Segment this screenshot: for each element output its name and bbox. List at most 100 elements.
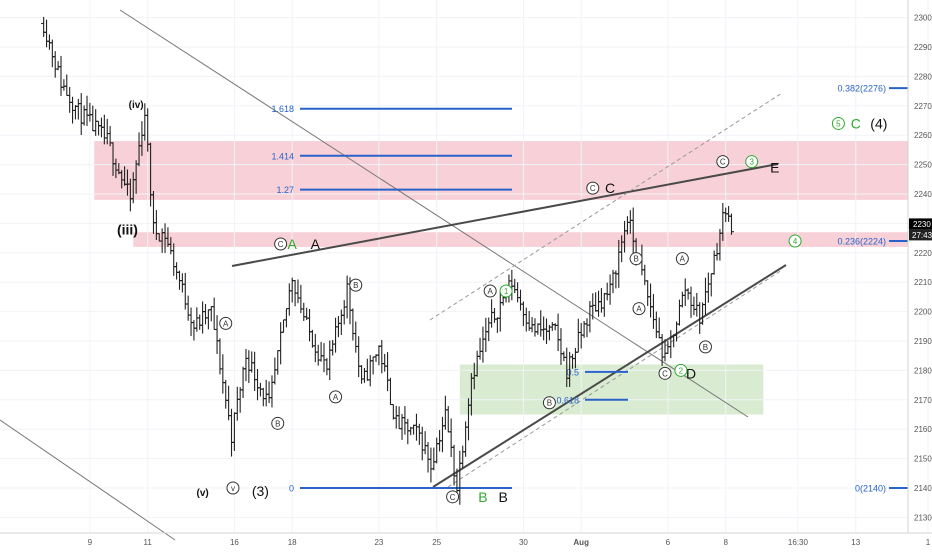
ohlc-bar [81, 105, 87, 126]
ohlc-bar [376, 345, 382, 366]
ohlc-bar [405, 418, 411, 445]
ohlc-bar [483, 317, 489, 353]
ohlc-bar [578, 323, 584, 349]
svg-text:C: C [662, 369, 668, 378]
ohlc-bar [93, 109, 99, 136]
wave-label: (v) [196, 488, 208, 499]
ohlc-bar [359, 365, 365, 384]
ohlc-bar [676, 299, 682, 326]
ohlc-bar [691, 296, 697, 316]
wave-label: B [498, 489, 507, 505]
channel-line-lower-left [0, 419, 176, 541]
ohlc-bar [558, 328, 564, 365]
y-tick-label: 2170 [914, 396, 932, 405]
svg-text:B: B [703, 343, 708, 352]
ohlc-bar [393, 405, 399, 429]
y-tick-label: 2240 [914, 190, 932, 199]
ohlc-bar [211, 297, 217, 331]
ohlc-bar [353, 321, 359, 353]
ohlc-bar [390, 403, 396, 420]
y-tick-label: 2160 [914, 425, 932, 434]
ohlc-bar [229, 408, 235, 457]
ohlc-bar [688, 286, 694, 318]
ohlc-bar [445, 406, 451, 433]
circle-wave-label: 2 [674, 363, 688, 377]
x-tick-label: 30 [519, 538, 528, 547]
current-price-badge [909, 218, 932, 230]
ohlc-bar [44, 19, 50, 48]
circle-wave-label: B [271, 416, 285, 430]
ohlc-bar [275, 350, 281, 375]
circle-wave-label: 4 [788, 234, 802, 248]
svg-text:B: B [353, 281, 358, 290]
ohlc-bar [385, 352, 391, 392]
ohlc-bar [90, 105, 96, 132]
dashed-channel-lower [447, 269, 783, 488]
circle-wave-label: 5 [831, 116, 845, 130]
ohlc-bar [78, 93, 84, 135]
ohlc-bar [425, 442, 431, 473]
circle-wave-label: A [675, 252, 689, 266]
ohlc-bar [252, 351, 258, 391]
wave-label: D [686, 365, 696, 381]
ohlc-bar [396, 406, 402, 430]
ohlc-bar [575, 318, 581, 353]
svg-text:A: A [487, 287, 493, 296]
y-tick-label: 2280 [914, 72, 932, 81]
x-tick-label: 8 [723, 538, 728, 547]
ohlc-bar [379, 340, 385, 374]
circle-wave-label: B [698, 340, 712, 354]
y-tick-label: 2180 [914, 366, 932, 375]
ohlc-bar [309, 329, 315, 348]
ohlc-bar [52, 51, 58, 78]
ohlc-bar [442, 395, 448, 430]
ohlc-bar [532, 318, 538, 337]
ohlc-bar [295, 279, 301, 304]
ohlc-bar [246, 350, 252, 384]
countdown-label: 27:43 [912, 231, 932, 240]
ohlc-bar [668, 330, 674, 359]
ohlc-bar [335, 315, 341, 338]
ohlc-bar [653, 311, 659, 339]
fib-label-0: 0 [289, 484, 294, 494]
wave-label: C [851, 115, 861, 131]
wave-label: (iii) [117, 221, 138, 237]
svg-text:A: A [333, 393, 339, 402]
ohlc-bar [422, 431, 428, 455]
ohlc-bar [41, 16, 47, 37]
resistance-zone [133, 232, 908, 247]
ohlc-bar [520, 301, 526, 327]
ohlc-bar [356, 336, 362, 378]
x-tick-label: 6 [666, 538, 671, 547]
resistance-zone [94, 141, 909, 200]
ohlc-bar [685, 288, 691, 300]
y-tick-label: 2290 [914, 43, 932, 52]
ohlc-bar [214, 315, 220, 355]
right-fib-label: 0.236(2224) [837, 237, 886, 247]
ohlc-bar [205, 309, 211, 330]
ohlc-bar [387, 377, 393, 406]
ohlc-bar [191, 320, 197, 341]
y-tick-label: 2210 [914, 278, 932, 287]
right-fib-label: 0.382(2276) [837, 84, 886, 94]
svg-text:B: B [275, 419, 280, 428]
y-tick-label: 2220 [914, 249, 932, 258]
ohlc-bar [451, 444, 457, 486]
circle-wave-label: B [629, 252, 643, 266]
ohlc-bar [648, 283, 654, 318]
ohlc-bar [416, 423, 422, 445]
svg-text:C: C [590, 184, 596, 193]
fib-label-1.27: 1.27 [276, 185, 294, 195]
ohlc-bar [61, 79, 67, 91]
ohlc-bar [726, 206, 732, 222]
ohlc-bar [694, 292, 700, 317]
ohlc-bar [604, 282, 610, 301]
ohlc-bar [645, 280, 651, 306]
diagonal-line [119, 9, 749, 418]
ohlc-bar [338, 309, 344, 335]
wave-label: (iv) [129, 100, 144, 111]
ohlc-bar [705, 272, 711, 303]
svg-text:3: 3 [749, 158, 754, 167]
ohlc-bar [72, 104, 78, 120]
